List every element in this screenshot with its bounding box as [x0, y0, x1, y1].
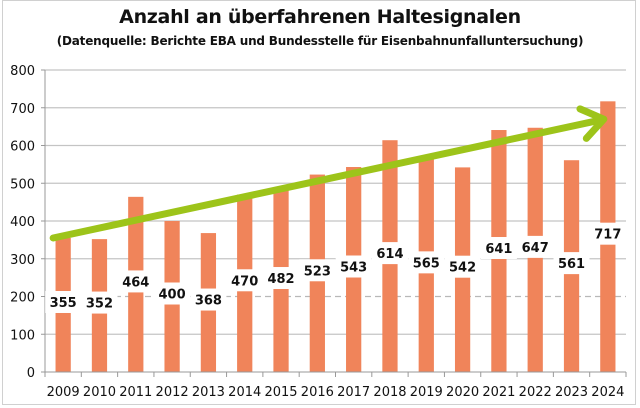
data-label: 561	[558, 257, 585, 272]
x-tick-label: 2009	[47, 385, 80, 400]
data-label: 523	[304, 264, 331, 279]
x-tick-label: 2019	[410, 385, 443, 400]
data-labels: 355 352 464 400 368 470 482 523 543 614 565 542 641 6…	[45, 222, 626, 314]
data-label: 565	[413, 256, 440, 271]
x-tick-label: 2020	[446, 385, 479, 400]
data-label: 470	[231, 274, 258, 289]
data-label: 543	[340, 261, 367, 276]
data-label-bg	[589, 222, 626, 245]
arrowhead	[576, 105, 608, 142]
trend-line	[49, 116, 604, 242]
data-label-bg	[154, 282, 191, 305]
data-label: 400	[159, 288, 186, 303]
data-label: 717	[594, 228, 621, 243]
x-tick-label: 2016	[301, 385, 334, 400]
trend-arrow	[49, 105, 608, 242]
y-tick-label: 800	[10, 64, 35, 79]
data-label: 464	[122, 275, 149, 290]
data-label-bg	[371, 242, 408, 265]
y-tick-label: 400	[10, 215, 35, 230]
data-label: 482	[267, 272, 294, 287]
y-tick-label: 300	[10, 253, 35, 268]
x-tick-label: 2021	[482, 385, 515, 400]
data-label: 647	[522, 241, 549, 256]
data-label-bg	[45, 290, 82, 313]
data-label-bg	[226, 269, 263, 292]
data-label-bg	[517, 235, 554, 258]
data-label-bg	[299, 259, 336, 282]
data-label-bg	[117, 270, 154, 293]
data-label-bg	[81, 291, 118, 314]
data-label: 542	[449, 261, 476, 276]
axes: 0 100 200 300 400 500 600 700 800 2009 2010 2011 201…	[10, 64, 627, 400]
data-label: 641	[485, 242, 512, 257]
data-label-bg	[553, 252, 590, 275]
data-label-bg	[335, 255, 372, 278]
x-tick-label: 2011	[119, 385, 152, 400]
y-tick-label: 0	[27, 366, 35, 381]
y-tick-label: 700	[10, 102, 35, 117]
data-label: 352	[86, 297, 113, 312]
data-label: 614	[376, 247, 403, 262]
x-tick-label: 2022	[519, 385, 552, 400]
x-tick-label: 2018	[373, 385, 406, 400]
chart-title: Anzahl an überfahrenen Haltesignalen	[119, 6, 521, 28]
y-tick-label: 100	[10, 328, 35, 343]
x-tick-label: 2014	[228, 385, 261, 400]
x-tick-label: 2017	[337, 385, 370, 400]
x-tick-label: 2013	[192, 385, 225, 400]
y-tick-label: 600	[10, 140, 35, 155]
y-tick-label: 200	[10, 291, 35, 306]
data-label-bg	[444, 255, 481, 278]
x-tick-label: 2024	[591, 385, 624, 400]
data-label-bg	[408, 251, 445, 274]
y-tick-label: 500	[10, 177, 35, 192]
data-label-bg	[263, 267, 300, 290]
chart-subtitle: (Datenquelle: Berichte EBA und Bundesste…	[56, 34, 584, 48]
x-tick-label: 2015	[264, 385, 297, 400]
data-label-bg	[480, 237, 517, 260]
x-tick-label: 2012	[156, 385, 189, 400]
x-tick-label: 2023	[555, 385, 588, 400]
data-label: 355	[50, 296, 77, 311]
data-label: 368	[195, 294, 222, 309]
data-label-bg	[190, 288, 227, 311]
x-tick-label: 2010	[83, 385, 116, 400]
